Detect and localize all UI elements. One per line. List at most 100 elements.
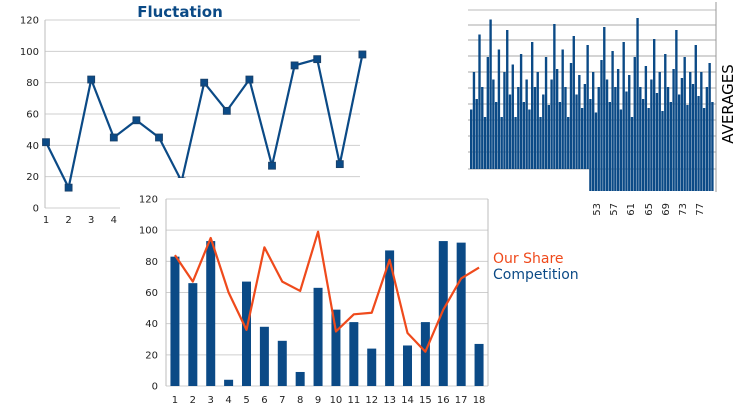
averages-bar <box>514 117 517 169</box>
fluctuation-point <box>109 133 118 142</box>
fluctuation-x-tick: 1 <box>43 215 49 226</box>
fluctuation-y-tick: 80 <box>26 78 39 89</box>
competition-bar <box>295 371 305 386</box>
averages-bar <box>677 94 681 191</box>
share-x-tick: 3 <box>208 395 214 406</box>
averages-bar <box>525 79 528 169</box>
averages-bar <box>702 108 706 191</box>
competition-bar <box>367 348 377 386</box>
competition-bar <box>474 343 484 386</box>
averages-bar <box>489 19 492 169</box>
share-y-tick: 40 <box>145 319 158 330</box>
averages-bar <box>533 87 537 169</box>
competition-bar <box>206 241 216 386</box>
averages-bar <box>564 87 567 169</box>
averages-bar <box>689 72 692 191</box>
averages-bar <box>572 36 575 169</box>
share-chart-background <box>120 178 500 419</box>
averages-bar <box>711 102 714 191</box>
averages-bar <box>472 72 476 169</box>
averages-bar <box>578 75 581 169</box>
share-y-tick: 60 <box>145 288 158 299</box>
fluctuation-point <box>87 75 96 84</box>
fluctuation-point <box>245 75 254 84</box>
legend-our-share: Our Share <box>493 251 564 267</box>
fluctuation-y-tick: 40 <box>26 141 39 152</box>
competition-bar <box>313 287 323 386</box>
our-share-series <box>174 230 480 353</box>
legend-competition: Competition <box>493 267 579 283</box>
averages-bar <box>653 39 656 191</box>
averages-bar <box>616 69 620 191</box>
competition-bar <box>188 283 198 386</box>
averages-bar <box>641 99 645 191</box>
our-share-line <box>174 230 480 353</box>
averages-bar <box>555 69 559 169</box>
competition-bar <box>277 340 287 386</box>
share-x-tick: 6 <box>261 395 267 406</box>
averages-bar <box>553 24 556 169</box>
averages-bar <box>528 109 531 169</box>
averages-bar <box>544 57 548 169</box>
averages-bar <box>481 87 484 169</box>
fluctuation-point <box>335 160 344 169</box>
fluctuation-point <box>313 55 322 64</box>
fluctuation-chart-title: Fluctation <box>137 3 223 21</box>
averages-bar <box>511 64 514 169</box>
fluctuation-point <box>200 78 209 87</box>
averages-bar <box>531 42 534 169</box>
share-gridlines <box>165 198 489 387</box>
averages-x-tick: 77 <box>695 203 706 216</box>
averages-bar <box>561 49 564 169</box>
averages-x-tick: 57 <box>609 203 620 216</box>
averages-bar <box>506 30 509 169</box>
averages-bar <box>694 45 697 191</box>
fluctuation-x-tick: 4 <box>111 215 117 226</box>
share-x-tick: 18 <box>473 395 486 406</box>
fluctuation-point <box>155 133 163 142</box>
share-y-tick: 20 <box>145 350 158 361</box>
averages-bar <box>519 54 523 169</box>
averages-bar <box>628 75 631 191</box>
averages-axis-title: AVERAGES <box>719 64 737 143</box>
averages-bar <box>630 117 634 191</box>
fluctuation-point <box>132 116 141 125</box>
averages-bar-chart: 53 57 61 65 69 73 77 AVERAGES <box>468 2 737 216</box>
competition-bar <box>170 256 180 386</box>
fluctuation-y-tick: 60 <box>26 110 39 121</box>
averages-bar <box>614 87 617 191</box>
averages-bar <box>680 78 684 191</box>
competition-bar <box>224 379 234 386</box>
averages-bar <box>542 94 545 169</box>
fluctuation-point <box>290 61 299 70</box>
fluctuation-y-tick-labels: 0 20 40 60 80 100 120 <box>20 16 39 215</box>
averages-bar <box>611 51 614 191</box>
competition-bar <box>403 345 412 386</box>
averages-bar <box>597 87 600 191</box>
averages-bar <box>705 87 709 191</box>
competition-bar <box>438 241 448 386</box>
averages-bar <box>569 63 573 169</box>
averages-bar <box>622 42 625 191</box>
averages-bar <box>691 84 695 191</box>
competition-bars <box>170 241 484 386</box>
share-x-tick: 12 <box>365 395 378 406</box>
averages-bar <box>603 27 606 191</box>
averages-bar <box>558 102 562 169</box>
averages-bar <box>483 117 487 169</box>
averages-x-tick: 69 <box>661 203 672 216</box>
averages-bar <box>522 102 526 169</box>
averages-bar <box>503 72 506 169</box>
averages-bar <box>536 72 539 169</box>
averages-bar <box>497 49 501 169</box>
fluctuation-x-tick: 2 <box>65 215 71 226</box>
averages-bar <box>589 99 592 191</box>
averages-bars <box>470 18 714 191</box>
share-y-tick: 120 <box>139 195 158 206</box>
averages-bar <box>539 117 542 169</box>
averages-bar <box>600 60 603 191</box>
averages-bar <box>664 54 667 191</box>
averages-bar <box>475 99 478 169</box>
competition-bar <box>259 326 269 386</box>
